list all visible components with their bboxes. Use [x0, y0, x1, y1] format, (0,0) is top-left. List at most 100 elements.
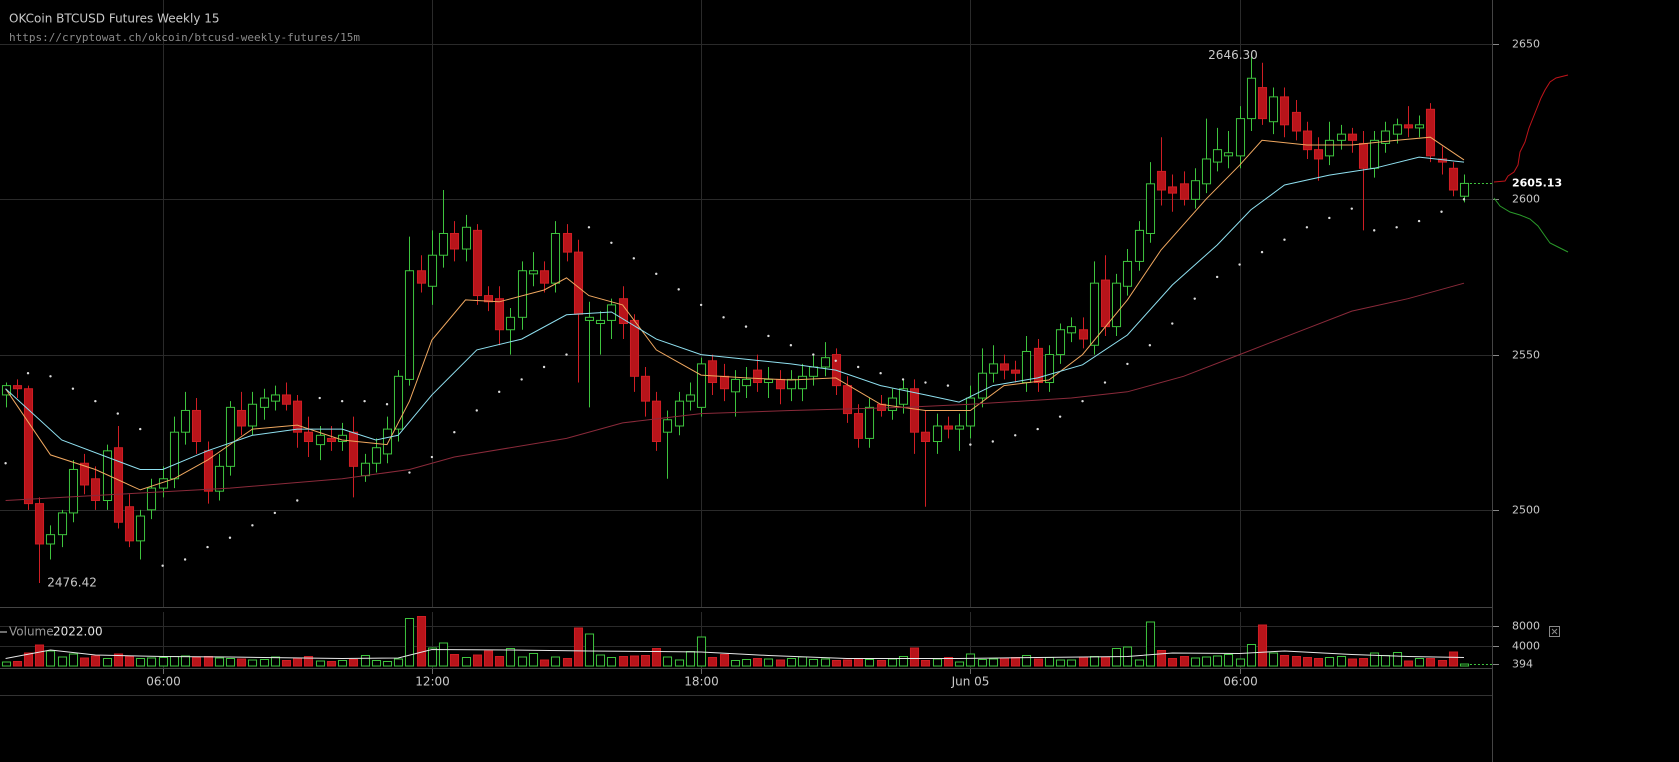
candle-body: [1279, 96, 1290, 126]
candle-body: [965, 397, 976, 427]
candle-body: [932, 425, 943, 443]
volume-bar: [1246, 644, 1257, 667]
volume-bar: [977, 659, 988, 667]
volume-bar: [1111, 648, 1122, 667]
candle-body: [1100, 279, 1111, 328]
candle-body: [550, 232, 561, 284]
close-button[interactable]: [1549, 626, 1560, 637]
x-tick-label: 06:00: [146, 675, 181, 689]
volume-bar: [1078, 656, 1089, 667]
sar-dot: [767, 334, 770, 338]
volume-bar: [573, 627, 584, 667]
candle-body: [584, 316, 595, 321]
candle-body: [1111, 282, 1122, 328]
volume-bar: [1336, 656, 1347, 667]
x-tick-label: 18:00: [684, 675, 719, 689]
candle-body: [1414, 124, 1425, 129]
candle-body: [898, 388, 909, 405]
sar-dot: [901, 378, 905, 381]
volume-bar: [741, 659, 752, 667]
candle-body: [12, 385, 23, 390]
sar-dot: [475, 409, 478, 412]
candle-body: [1380, 130, 1391, 144]
candle-body: [1403, 124, 1414, 129]
sar-dot: [789, 344, 793, 347]
sar-dot: [1238, 263, 1241, 266]
volume-bar: [842, 659, 853, 667]
grid-layer: [0, 0, 1499, 674]
volume-bar: [393, 658, 404, 667]
volume-bar: [371, 660, 382, 667]
candle-body: [943, 425, 954, 430]
sar-dot: [1260, 250, 1264, 254]
volume-bar: [472, 654, 483, 667]
candle-body: [1021, 350, 1032, 384]
candle-body: [629, 319, 640, 377]
sar-dot: [565, 353, 568, 356]
volume-bar: [674, 659, 685, 667]
candle-body: [259, 397, 270, 408]
candle-body: [303, 431, 314, 443]
volume-bar: [292, 657, 303, 667]
candle-body: [662, 419, 673, 433]
candle-body: [1167, 186, 1178, 194]
volume-bar: [629, 655, 640, 667]
extreme-label: 2646.30: [1208, 48, 1258, 62]
sar-dot: [430, 455, 434, 459]
moving-average-line: [5, 136, 1465, 491]
candle-body: [909, 388, 920, 433]
candle-body: [1223, 152, 1234, 157]
volume-bar: [303, 656, 314, 667]
candle-body: [427, 254, 438, 287]
sar-dot: [1103, 381, 1107, 384]
extreme-label: 2476.42: [47, 576, 97, 590]
candle-body: [1145, 183, 1156, 234]
volume-bar: [449, 654, 460, 667]
sar-dot: [453, 430, 456, 434]
candle-body: [382, 428, 393, 455]
volume-bar: [1010, 657, 1021, 667]
volume-bar: [988, 658, 999, 667]
sar-dot: [206, 545, 209, 549]
sar-dot: [340, 399, 344, 403]
volume-bar: [999, 657, 1010, 667]
candle-body: [674, 400, 685, 427]
candle-body: [517, 270, 528, 318]
depth-line-bids: [1493, 197, 1569, 253]
volume-bar: [887, 658, 898, 667]
y-tick-label: 2600: [1512, 193, 1540, 206]
volume-bar: [719, 654, 730, 667]
candle-body: [842, 385, 853, 415]
candle-body: [1055, 329, 1066, 356]
sar-dot: [722, 316, 725, 319]
sar-dot: [49, 375, 52, 378]
sar-dot: [1462, 198, 1466, 201]
candle-body: [113, 447, 124, 523]
candle-body: [1425, 108, 1436, 157]
volume-bar: [270, 656, 281, 667]
candle-body: [169, 431, 180, 480]
candle-body: [348, 431, 359, 467]
candle-body: [461, 226, 472, 250]
candle-body: [68, 468, 79, 514]
close-icon[interactable]: [1551, 628, 1558, 635]
label-layer: 2500 2550 2600 2650 06:00 12:00 18:00 Jun 05 06:…: [47, 38, 1562, 689]
candle-body: [371, 447, 382, 464]
candle-body: [775, 378, 786, 390]
volume-bar: [1134, 659, 1145, 667]
candle-body: [1089, 282, 1100, 346]
volume-bar: [483, 650, 494, 667]
volume-bar: [203, 656, 214, 667]
volume-bar: [775, 659, 786, 667]
volume-bar: [326, 661, 337, 667]
candle-body: [214, 465, 225, 492]
candle-body: [1268, 96, 1279, 123]
candle-body: [573, 251, 584, 315]
volume-bar: [820, 658, 831, 667]
candle-body: [1179, 183, 1190, 200]
candle-body: [685, 394, 696, 402]
chart-subtitle[interactable]: https://cryptowat.ch/okcoin/btcusd-weekl…: [9, 31, 360, 44]
volume-bar: [1, 661, 12, 667]
candle-body: [528, 270, 539, 275]
volume-ma-line: [5, 648, 1465, 660]
